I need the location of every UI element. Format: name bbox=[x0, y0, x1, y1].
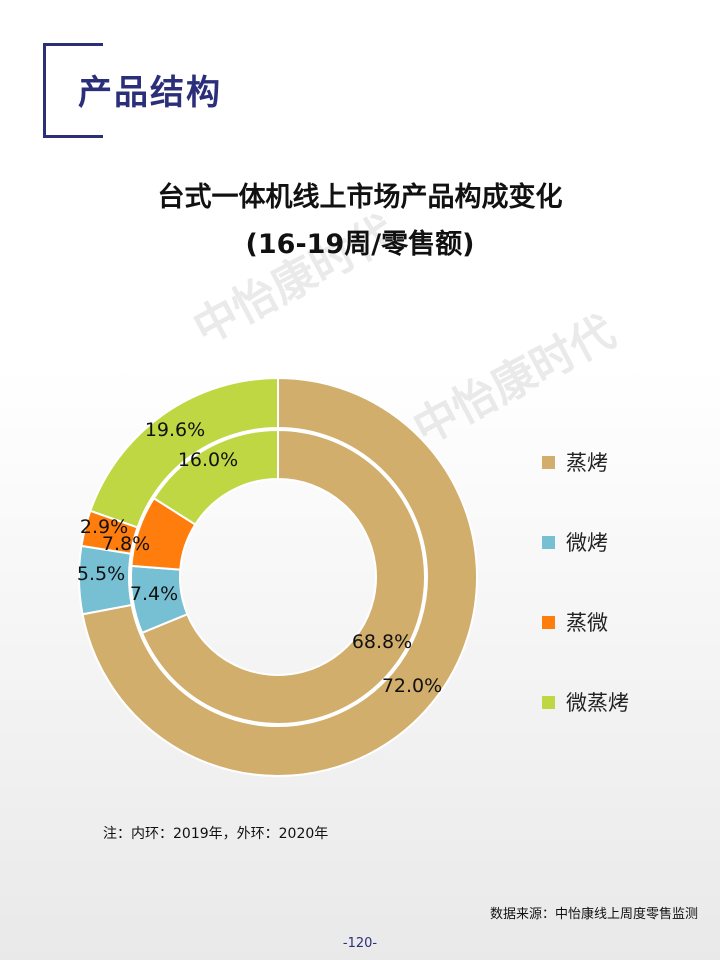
bracket-top bbox=[43, 43, 103, 46]
chart-subtitle: (16-19周/零售额) bbox=[245, 229, 475, 260]
legend-label: 蒸微 bbox=[566, 611, 608, 635]
slice-inner-weizhengkao bbox=[152, 428, 279, 526]
legend-item-weikao: 微烤 bbox=[542, 528, 629, 556]
bracket-bottom bbox=[43, 135, 103, 138]
page-number: -120- bbox=[342, 936, 378, 951]
data-label-outer-zhengwei: 2.9% bbox=[80, 516, 128, 538]
legend: 蒸烤 微烤 蒸微 微蒸烤 bbox=[542, 448, 629, 768]
legend-swatch bbox=[542, 455, 555, 469]
slice-outer-zhengkao bbox=[81, 376, 478, 777]
data-label-outer-weikao: 5.5% bbox=[77, 563, 125, 585]
legend-item-zhengwei: 蒸微 bbox=[542, 608, 629, 636]
legend-swatch bbox=[542, 695, 555, 709]
slice-outer-weizhengkao bbox=[89, 376, 279, 529]
legend-swatch bbox=[542, 615, 555, 629]
legend-label: 微蒸烤 bbox=[566, 691, 629, 715]
legend-item-zhengkao: 蒸烤 bbox=[542, 448, 629, 476]
data-label-inner-weizhengkao: 16.0% bbox=[178, 449, 238, 471]
legend-item-weizhengkao: 微蒸烤 bbox=[542, 688, 629, 716]
slice-inner-zhengkao bbox=[140, 428, 426, 725]
legend-swatch bbox=[542, 535, 555, 549]
legend-label: 蒸烤 bbox=[566, 451, 608, 475]
legend-label: 微烤 bbox=[566, 531, 608, 555]
data-label-outer-zhengkao: 72.0% bbox=[382, 675, 442, 697]
data-label-inner-zhengkao: 68.8% bbox=[352, 631, 412, 653]
chart-note: 注：内环：2019年，外环：2020年 bbox=[103, 826, 329, 842]
data-source: 数据来源：中怡康线上周度零售监测 bbox=[489, 907, 698, 922]
section-title: 产品结构 bbox=[78, 73, 222, 113]
data-label-inner-weikao: 7.4% bbox=[130, 583, 178, 605]
chart-title: 台式一体机线上市场产品构成变化 bbox=[157, 182, 563, 213]
bracket-left bbox=[43, 43, 46, 138]
data-label-outer-weizhengkao: 19.6% bbox=[145, 419, 205, 441]
data-label-inner-zhengwei: 7.8% bbox=[102, 533, 150, 555]
